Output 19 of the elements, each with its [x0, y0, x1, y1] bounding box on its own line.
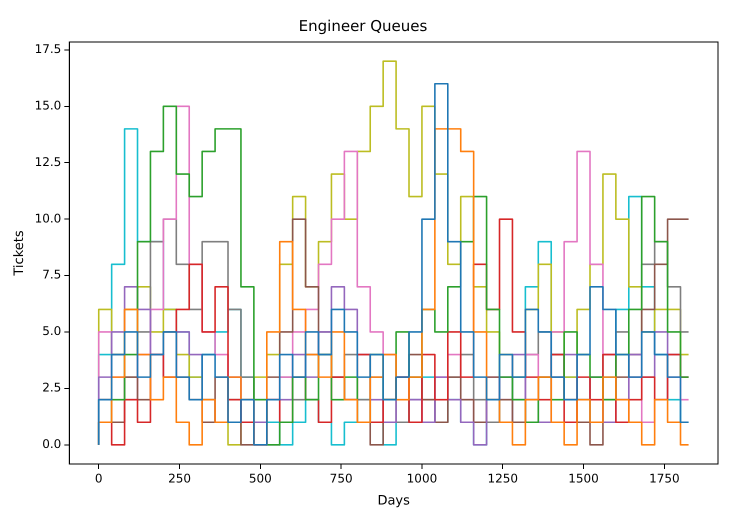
y-axis-title: Tickets	[12, 230, 28, 277]
x-tick-label: 750	[330, 471, 353, 486]
x-tick-label: 0	[94, 471, 103, 486]
y-tick-label: 2.5	[42, 380, 62, 395]
x-tick-label: 1250	[487, 471, 518, 486]
y-tick-label: 10.0	[34, 211, 62, 226]
y-tick-label: 15.0	[34, 98, 62, 112]
chart-title: Engineer Queues	[298, 16, 428, 35]
y-tick-label: 12.5	[34, 154, 62, 169]
y-tick-label: 7.5	[42, 268, 62, 282]
y-tick-label: 5.0	[42, 324, 62, 338]
x-tick-label: 1000	[406, 471, 438, 486]
x-tick-label: 1750	[649, 471, 680, 486]
y-tick-label: 0.0	[42, 436, 62, 451]
x-tick-label: 250	[168, 471, 191, 486]
x-tick-label: 500	[248, 471, 272, 486]
y-tick-label: 17.5	[34, 42, 62, 56]
x-axis-title: Days	[377, 494, 410, 509]
x-tick-label: 1500	[568, 471, 599, 486]
